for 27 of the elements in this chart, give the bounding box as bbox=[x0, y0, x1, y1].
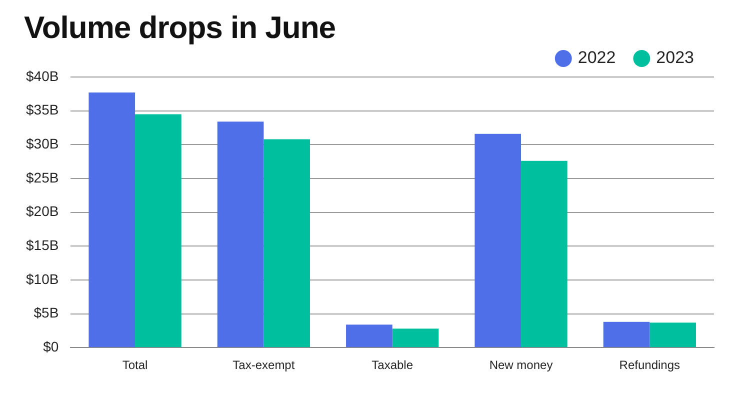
legend-label: 2023 bbox=[656, 48, 694, 68]
bar bbox=[650, 322, 696, 348]
bar bbox=[346, 324, 392, 348]
legend-label: 2022 bbox=[578, 48, 616, 68]
bar bbox=[88, 92, 136, 348]
y-tick-label: $5B bbox=[34, 304, 59, 321]
y-tick-label: $35B bbox=[26, 102, 59, 118]
bar bbox=[603, 322, 650, 348]
x-tick-label: Tax-exempt bbox=[232, 358, 296, 372]
bar bbox=[217, 122, 264, 348]
y-tick-label: $25B bbox=[26, 169, 59, 186]
y-tick-label: $0 bbox=[43, 338, 59, 354]
bar bbox=[135, 114, 182, 348]
bar bbox=[474, 134, 522, 348]
y-tick-label: $15B bbox=[26, 236, 59, 253]
bar bbox=[264, 139, 310, 348]
y-tick-label: $30B bbox=[26, 136, 59, 152]
x-tick-label: Taxable bbox=[372, 358, 414, 372]
y-tick-label: $20B bbox=[26, 203, 59, 220]
x-tick-label: Total bbox=[122, 358, 148, 372]
bar bbox=[521, 160, 568, 348]
y-tick-label: $10B bbox=[26, 270, 59, 287]
bar bbox=[392, 328, 439, 348]
y-tick-label: $40B bbox=[26, 68, 59, 84]
x-tick-label: New money bbox=[489, 358, 553, 372]
chart-title: Volume drops in June bbox=[24, 10, 336, 46]
x-tick-label: Refundings bbox=[619, 358, 680, 372]
